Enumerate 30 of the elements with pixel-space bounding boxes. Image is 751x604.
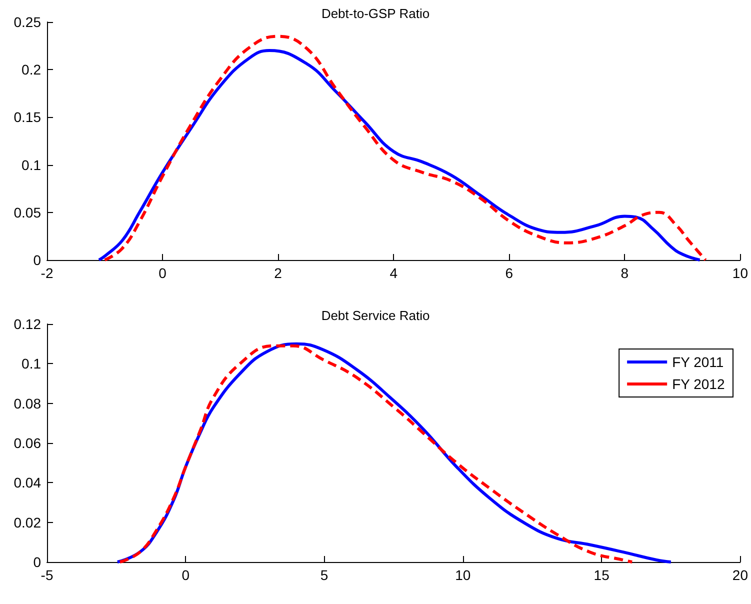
chart-title: Debt Service Ratio — [321, 308, 430, 323]
y-tick-label: 0 — [33, 252, 42, 268]
x-tick-label: 0 — [182, 567, 190, 583]
x-tick-label: 0 — [158, 265, 167, 281]
y-tick-label: 0.02 — [14, 514, 42, 530]
x-tick-label: 2 — [274, 265, 282, 281]
x-tick-label: 20 — [732, 567, 748, 583]
x-tick-label: 10 — [455, 567, 471, 583]
y-tick-label: 0.2 — [22, 62, 42, 78]
y-tick-label: 0.1 — [22, 156, 42, 173]
y-tick-label: 0.04 — [14, 474, 42, 491]
legend-label: FY 2012 — [672, 376, 725, 392]
x-tick-label: -2 — [40, 265, 54, 281]
x-tick-label: 5 — [320, 567, 328, 583]
x-tick-label: 6 — [505, 265, 514, 281]
x-tick-label: 10 — [732, 265, 748, 281]
y-tick-label: 0.15 — [14, 109, 42, 126]
y-tick-label: 0.1 — [22, 356, 42, 372]
x-tick-label: 15 — [594, 567, 610, 583]
y-tick-label: 0.06 — [14, 435, 42, 451]
y-tick-label: 0.12 — [14, 316, 42, 332]
x-tick-label: 4 — [390, 265, 398, 281]
x-tick-label: 8 — [620, 265, 629, 281]
legend-label: FY 2011 — [672, 354, 724, 370]
y-tick-label: 0.05 — [14, 204, 42, 220]
x-tick-label: -5 — [40, 567, 54, 583]
chart-title: Debt-to-GSP Ratio — [321, 6, 430, 21]
y-tick-label: 0.25 — [14, 14, 42, 30]
y-tick-label: 0 — [33, 554, 42, 570]
y-tick-label: 0.08 — [14, 395, 42, 412]
